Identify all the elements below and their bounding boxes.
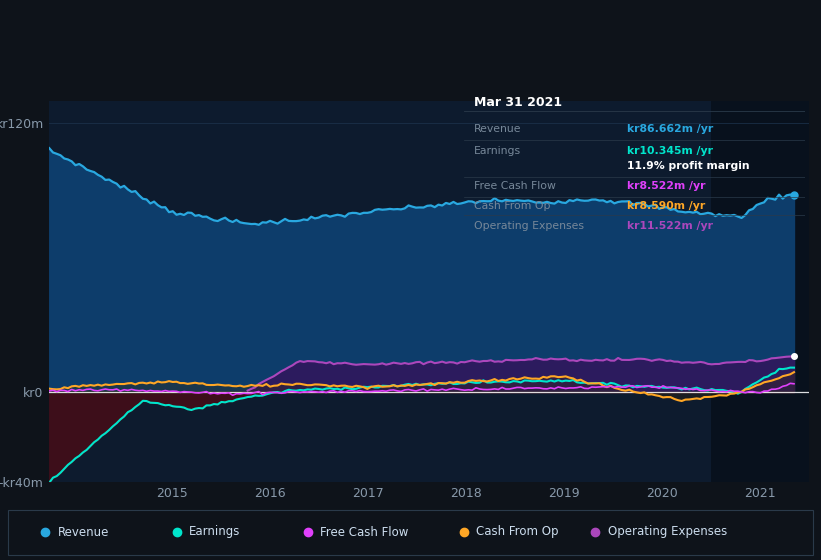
Text: Free Cash Flow: Free Cash Flow — [474, 181, 556, 191]
Text: Operating Expenses: Operating Expenses — [474, 221, 584, 231]
Text: Cash From Op: Cash From Op — [474, 201, 551, 211]
Text: Operating Expenses: Operating Expenses — [608, 525, 727, 539]
Text: kr11.522m /yr: kr11.522m /yr — [627, 221, 713, 231]
Text: Mar 31 2021: Mar 31 2021 — [474, 96, 562, 109]
Text: kr10.345m /yr: kr10.345m /yr — [627, 146, 713, 156]
Text: kr8.590m /yr: kr8.590m /yr — [627, 201, 706, 211]
Bar — [711, 101, 809, 482]
Text: kr86.662m /yr: kr86.662m /yr — [627, 124, 713, 134]
Text: 11.9% profit margin: 11.9% profit margin — [627, 161, 750, 171]
Text: Revenue: Revenue — [474, 124, 521, 134]
Text: Cash From Op: Cash From Op — [476, 525, 558, 539]
Text: Earnings: Earnings — [474, 146, 521, 156]
Text: Earnings: Earnings — [189, 525, 241, 539]
Text: kr8.522m /yr: kr8.522m /yr — [627, 181, 706, 191]
Text: Revenue: Revenue — [57, 525, 109, 539]
Text: Free Cash Flow: Free Cash Flow — [320, 525, 409, 539]
